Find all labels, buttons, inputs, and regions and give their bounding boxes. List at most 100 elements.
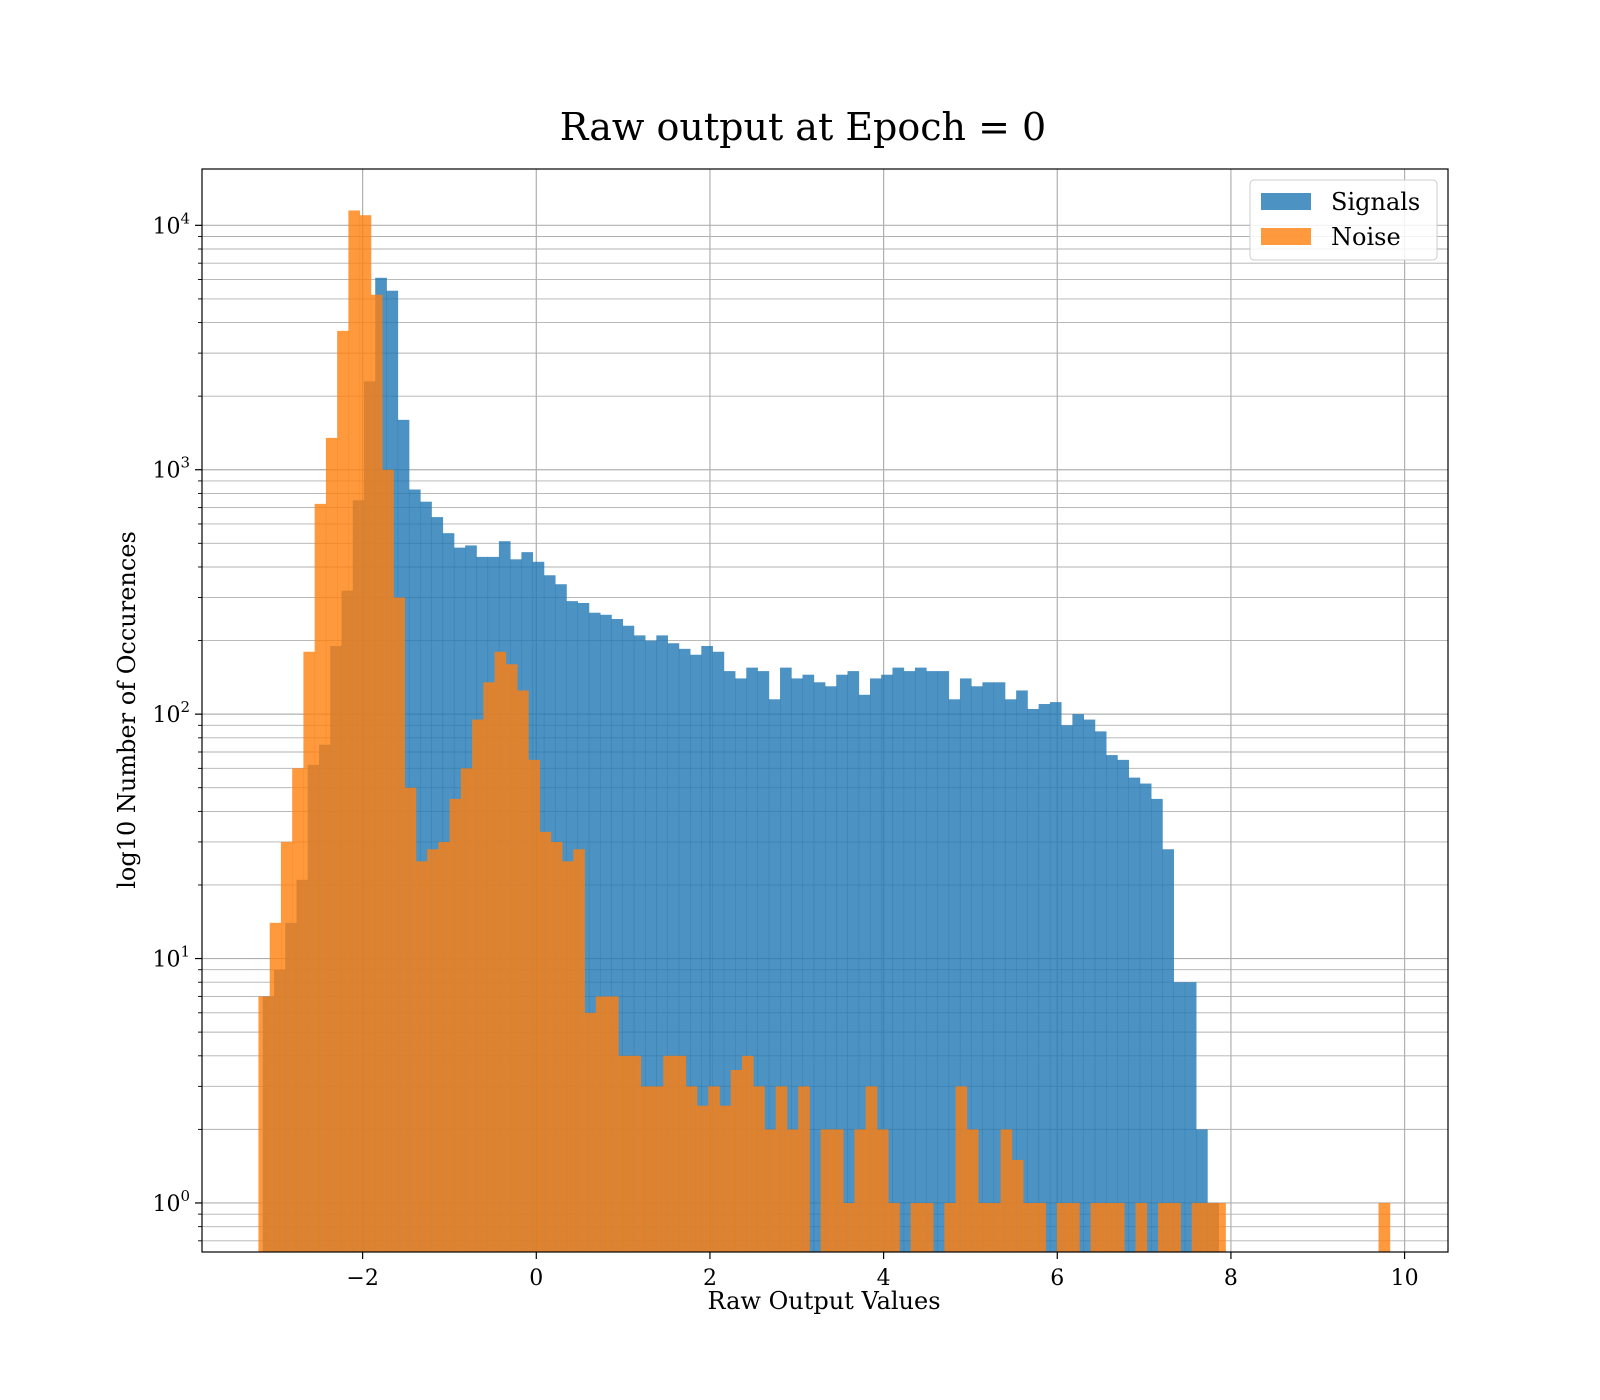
histogram-bar xyxy=(881,674,893,1252)
histogram-bar xyxy=(843,1202,855,1252)
histogram-bar xyxy=(775,1086,788,1252)
histogram-bar xyxy=(1106,755,1118,1252)
histogram-bar xyxy=(741,1055,754,1252)
histogram-bar xyxy=(723,671,736,1252)
histogram-bar xyxy=(1000,1129,1013,1252)
x-tick-label: 8 xyxy=(1224,1266,1238,1291)
histogram-bar xyxy=(791,678,803,1252)
histogram-bar xyxy=(472,719,484,1252)
histogram-bar xyxy=(1027,708,1040,1252)
histogram-bar xyxy=(1196,1129,1208,1252)
histogram-bar xyxy=(651,1086,664,1252)
histogram-bar xyxy=(438,841,450,1252)
x-tick-label: 2 xyxy=(703,1266,717,1291)
series-noise-outlier xyxy=(1378,1202,1391,1252)
histogram-bar xyxy=(858,694,871,1252)
histogram-bars xyxy=(258,210,1391,1253)
histogram-bar xyxy=(588,612,601,1252)
histogram-bar xyxy=(786,1129,799,1252)
histogram-bar xyxy=(325,437,338,1253)
histogram-bar xyxy=(600,614,612,1252)
histogram-bar xyxy=(921,1202,934,1252)
histogram-bar xyxy=(269,922,282,1252)
histogram-bar xyxy=(618,1055,630,1252)
histogram-bar xyxy=(494,651,507,1252)
histogram-bar xyxy=(562,861,574,1252)
legend-swatch-signals xyxy=(1261,193,1311,210)
histogram-bar xyxy=(573,849,585,1252)
histogram-bar xyxy=(959,678,972,1252)
histogram-bar xyxy=(802,674,815,1252)
y-tick-label: 101 xyxy=(152,943,190,973)
histogram-bar xyxy=(753,1086,765,1252)
histogram-bar xyxy=(348,210,361,1253)
histogram-bar xyxy=(876,1129,889,1252)
histogram-bar xyxy=(584,1012,597,1252)
x-tick-label: 4 xyxy=(877,1266,891,1291)
histogram-bar xyxy=(629,1055,642,1252)
histogram-bar xyxy=(449,798,462,1252)
histogram-bar xyxy=(1117,759,1129,1252)
histogram-bar xyxy=(865,1086,878,1252)
histogram-bar xyxy=(505,664,518,1252)
histogram-bar xyxy=(1061,725,1073,1252)
histogram-bar xyxy=(359,215,372,1253)
histogram-bar xyxy=(280,841,293,1252)
histogram-bar xyxy=(701,646,713,1252)
histogram-bar xyxy=(820,1129,833,1252)
histogram-bar xyxy=(1049,702,1062,1252)
histogram-bar xyxy=(1023,1202,1035,1252)
histogram-bar xyxy=(1162,849,1174,1252)
histogram-bar xyxy=(1113,1202,1125,1252)
legend-label-noise: Noise xyxy=(1331,223,1401,251)
histogram-bar xyxy=(1056,1202,1069,1252)
histogram-bar xyxy=(622,625,635,1252)
histogram-bar xyxy=(854,1129,867,1252)
histogram-bar xyxy=(978,1202,990,1252)
histogram-bar xyxy=(944,1202,956,1252)
histogram-bar xyxy=(483,682,495,1252)
y-tick-label: 102 xyxy=(152,698,190,728)
histogram-bar xyxy=(869,678,882,1252)
histogram-bar xyxy=(903,671,916,1252)
histogram-bar xyxy=(517,690,529,1252)
histogram-bar xyxy=(404,787,417,1252)
histogram-bar xyxy=(926,671,938,1252)
histogram-bar xyxy=(1011,1159,1024,1252)
histogram-bar xyxy=(1214,1202,1226,1252)
histogram-bar xyxy=(768,699,781,1252)
histogram-bar xyxy=(258,996,271,1252)
histogram-bar xyxy=(685,1086,698,1252)
histogram-bar xyxy=(611,619,624,1252)
histogram-bar xyxy=(888,1202,900,1252)
y-tick-label: 103 xyxy=(152,454,190,484)
histogram-bar xyxy=(730,1069,743,1252)
histogram-bar xyxy=(1034,1202,1046,1252)
histogram-bar xyxy=(370,294,383,1252)
histogram-bar xyxy=(1191,1202,1204,1252)
histogram-bar xyxy=(645,640,657,1252)
histogram-bar xyxy=(460,768,473,1252)
histogram-bar xyxy=(1004,699,1017,1252)
histogram-bar xyxy=(910,1202,923,1252)
histogram-bar xyxy=(674,1055,687,1252)
histogram-bar xyxy=(1139,783,1152,1252)
histogram-bar xyxy=(607,996,619,1252)
legend-swatch-noise xyxy=(1261,228,1311,245)
histogram-bar xyxy=(708,1086,720,1252)
histogram-bar xyxy=(539,831,552,1252)
histogram-bar xyxy=(696,1105,709,1252)
histogram-bar xyxy=(989,1202,1001,1252)
histogram-bar xyxy=(1094,731,1107,1252)
histogram-bar xyxy=(831,1129,844,1252)
histogram-bar xyxy=(746,667,758,1252)
y-axis-label: log10 Number of Occurences xyxy=(113,531,141,889)
y-tick-label: 100 xyxy=(152,1187,190,1217)
plot-area-frame xyxy=(201,168,1449,1253)
histogram-bar xyxy=(1128,777,1141,1252)
histogram-bar xyxy=(1184,982,1197,1252)
histogram-bar xyxy=(735,678,747,1252)
histogram-bar xyxy=(1038,704,1051,1252)
histogram-bar xyxy=(1083,719,1096,1252)
histogram-bar xyxy=(914,667,927,1252)
